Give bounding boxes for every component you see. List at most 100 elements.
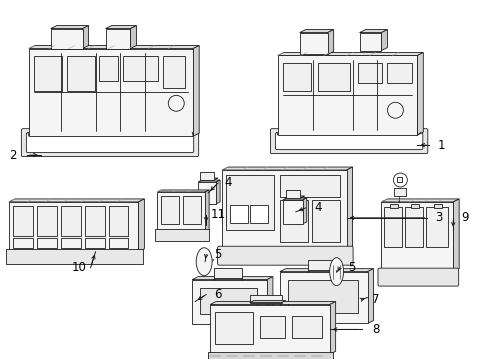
Bar bbox=[108, 206, 128, 236]
Bar bbox=[397, 177, 402, 182]
Polygon shape bbox=[359, 30, 386, 32]
Polygon shape bbox=[200, 178, 218, 180]
Text: 8: 8 bbox=[371, 323, 378, 336]
Bar bbox=[317, 63, 349, 91]
Bar bbox=[311, 200, 339, 242]
Polygon shape bbox=[329, 302, 335, 354]
Bar bbox=[279, 200, 307, 242]
Bar bbox=[225, 175, 273, 230]
Bar bbox=[291, 316, 321, 338]
Bar bbox=[277, 55, 416, 135]
Bar bbox=[200, 172, 214, 180]
Bar bbox=[84, 206, 104, 236]
FancyBboxPatch shape bbox=[275, 133, 422, 150]
Bar bbox=[66, 57, 94, 91]
FancyBboxPatch shape bbox=[377, 268, 458, 286]
Polygon shape bbox=[82, 26, 88, 49]
Text: 4: 4 bbox=[224, 176, 231, 189]
Bar bbox=[61, 238, 81, 248]
Bar bbox=[29, 49, 193, 136]
Text: 6: 6 bbox=[214, 288, 222, 301]
Bar bbox=[299, 32, 327, 54]
Bar bbox=[389, 204, 398, 208]
Polygon shape bbox=[138, 199, 144, 252]
Bar bbox=[37, 206, 57, 236]
Text: 5: 5 bbox=[347, 261, 355, 274]
Polygon shape bbox=[282, 198, 306, 200]
Polygon shape bbox=[210, 302, 335, 305]
Text: 9: 9 bbox=[461, 211, 468, 224]
Bar bbox=[13, 206, 33, 236]
Ellipse shape bbox=[329, 258, 343, 285]
Bar bbox=[37, 238, 57, 248]
Bar bbox=[9, 202, 138, 252]
Bar bbox=[229, 205, 247, 223]
Polygon shape bbox=[130, 26, 136, 49]
Text: 11: 11 bbox=[210, 208, 225, 221]
Bar bbox=[386, 63, 411, 84]
Polygon shape bbox=[196, 260, 214, 262]
Bar bbox=[6, 249, 143, 264]
Bar bbox=[105, 28, 130, 49]
Polygon shape bbox=[9, 199, 144, 202]
Bar bbox=[249, 205, 267, 223]
Bar bbox=[198, 182, 216, 204]
Polygon shape bbox=[193, 45, 199, 136]
Bar bbox=[279, 272, 367, 323]
Bar bbox=[155, 229, 209, 241]
Bar bbox=[99, 57, 118, 81]
Bar bbox=[279, 175, 339, 197]
Bar bbox=[359, 32, 381, 50]
Polygon shape bbox=[302, 198, 306, 224]
Bar bbox=[307, 260, 335, 270]
Bar bbox=[357, 63, 382, 84]
Bar bbox=[200, 288, 256, 315]
Polygon shape bbox=[51, 26, 88, 28]
Polygon shape bbox=[279, 269, 373, 272]
Bar bbox=[285, 190, 299, 198]
Polygon shape bbox=[266, 276, 272, 324]
Bar bbox=[381, 202, 452, 272]
Text: 7: 7 bbox=[371, 293, 379, 306]
Text: 5: 5 bbox=[214, 248, 222, 261]
Bar bbox=[282, 200, 302, 224]
Bar bbox=[214, 268, 242, 278]
Text: 3: 3 bbox=[435, 211, 442, 224]
Bar bbox=[433, 204, 441, 208]
Bar bbox=[161, 196, 179, 224]
Bar bbox=[157, 192, 205, 232]
Bar bbox=[208, 352, 332, 360]
Polygon shape bbox=[381, 199, 458, 202]
Bar bbox=[222, 170, 346, 250]
Bar bbox=[84, 238, 104, 248]
FancyBboxPatch shape bbox=[270, 129, 427, 154]
Text: 4: 4 bbox=[313, 201, 321, 215]
Polygon shape bbox=[381, 30, 386, 50]
Polygon shape bbox=[277, 53, 423, 55]
Bar bbox=[192, 280, 266, 324]
Bar bbox=[183, 196, 201, 224]
Bar bbox=[260, 316, 285, 338]
Text: 1: 1 bbox=[437, 139, 444, 152]
Polygon shape bbox=[452, 199, 458, 272]
Text: 2: 2 bbox=[9, 149, 17, 162]
Bar bbox=[249, 294, 281, 302]
Bar bbox=[13, 238, 33, 248]
Polygon shape bbox=[346, 167, 352, 250]
Polygon shape bbox=[299, 30, 333, 32]
Bar bbox=[210, 305, 329, 354]
Ellipse shape bbox=[196, 248, 212, 276]
Polygon shape bbox=[216, 180, 220, 204]
Polygon shape bbox=[205, 190, 209, 232]
Polygon shape bbox=[198, 180, 220, 182]
Polygon shape bbox=[285, 196, 304, 198]
Bar bbox=[287, 280, 357, 314]
Bar bbox=[426, 207, 447, 247]
Bar bbox=[34, 57, 61, 91]
Polygon shape bbox=[249, 301, 285, 302]
Bar bbox=[51, 28, 82, 49]
Bar bbox=[123, 57, 158, 81]
Bar bbox=[282, 63, 310, 91]
Polygon shape bbox=[157, 190, 209, 192]
Text: 10: 10 bbox=[71, 261, 86, 274]
